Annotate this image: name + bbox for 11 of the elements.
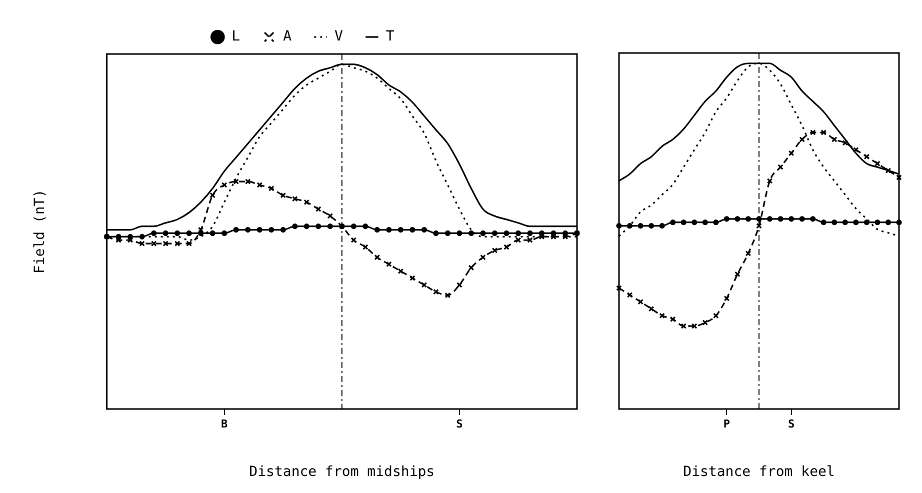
legend-label: A bbox=[283, 28, 292, 45]
y-axis-title: Field (nT) bbox=[32, 189, 48, 274]
x-axis-title: Distance from keel bbox=[683, 464, 835, 480]
x-axis-title: Distance from midships bbox=[249, 464, 435, 480]
x-tick-label: S bbox=[456, 417, 463, 430]
legend-label: L bbox=[232, 28, 240, 45]
legend-label: T bbox=[386, 28, 395, 45]
x-tick-label: P bbox=[723, 417, 730, 430]
x-tick-label: S bbox=[788, 417, 795, 430]
legend-label: V bbox=[334, 28, 344, 45]
x-tick-label: B bbox=[221, 417, 228, 430]
